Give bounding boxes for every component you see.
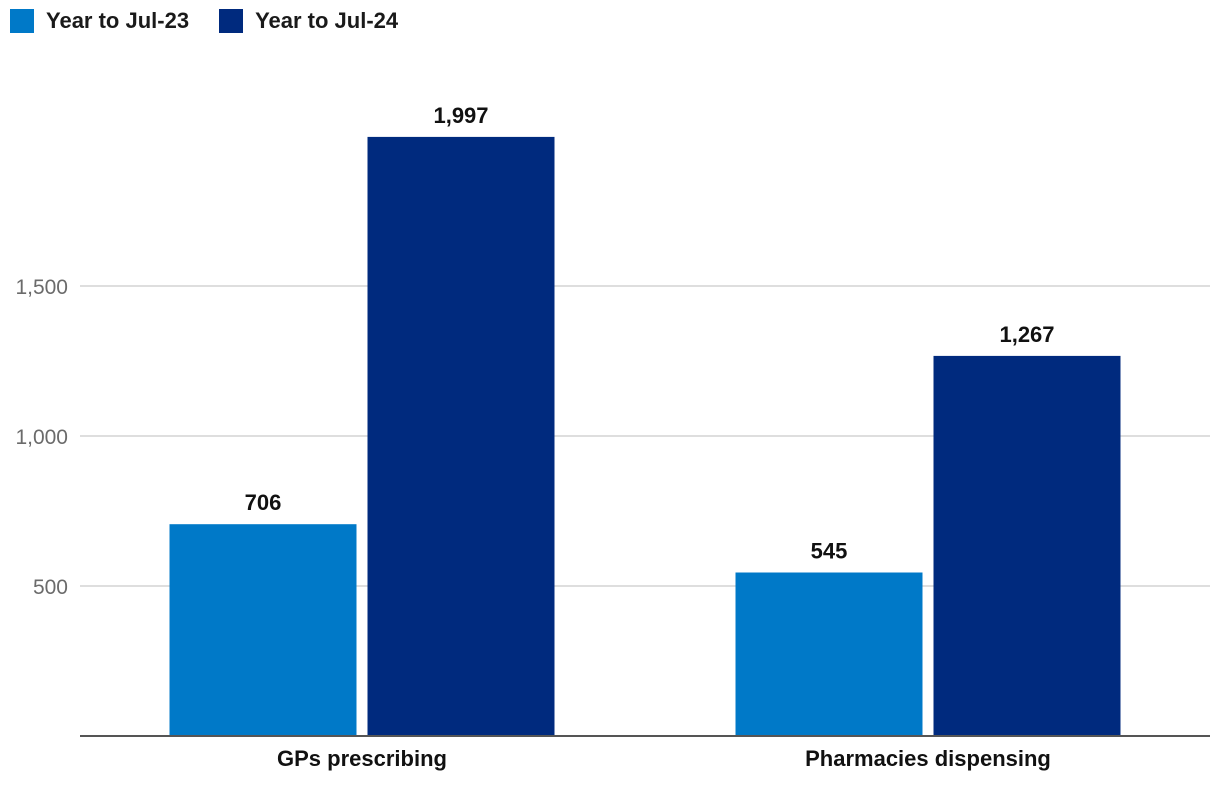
legend-item-series-1: Year to Jul-23 <box>10 8 189 34</box>
bar-2-series-1 <box>735 572 923 736</box>
x-category-label: GPs prescribing <box>277 746 447 771</box>
legend-label-series-2: Year to Jul-24 <box>255 8 399 33</box>
bar-2-series-2 <box>933 355 1121 736</box>
data-label: 1,997 <box>433 103 488 128</box>
legend-swatch-series-2 <box>219 9 244 33</box>
chart-legend: Year to Jul-23 Year to Jul-24 <box>10 8 428 34</box>
y-tick-label: 500 <box>33 576 68 599</box>
legend-label-series-1: Year to Jul-23 <box>46 8 190 33</box>
bar-1-series-1 <box>169 524 357 736</box>
legend-item-series-2: Year to Jul-24 <box>219 8 398 34</box>
x-category-label: Pharmacies dispensing <box>805 746 1051 771</box>
data-label: 1,267 <box>999 322 1054 347</box>
data-label: 545 <box>811 539 848 564</box>
bar-1-series-2 <box>367 136 555 736</box>
y-tick-label: 1,000 <box>15 426 68 449</box>
y-tick-label: 1,500 <box>15 276 68 299</box>
data-label: 706 <box>245 490 282 515</box>
legend-swatch-series-1 <box>10 9 34 33</box>
